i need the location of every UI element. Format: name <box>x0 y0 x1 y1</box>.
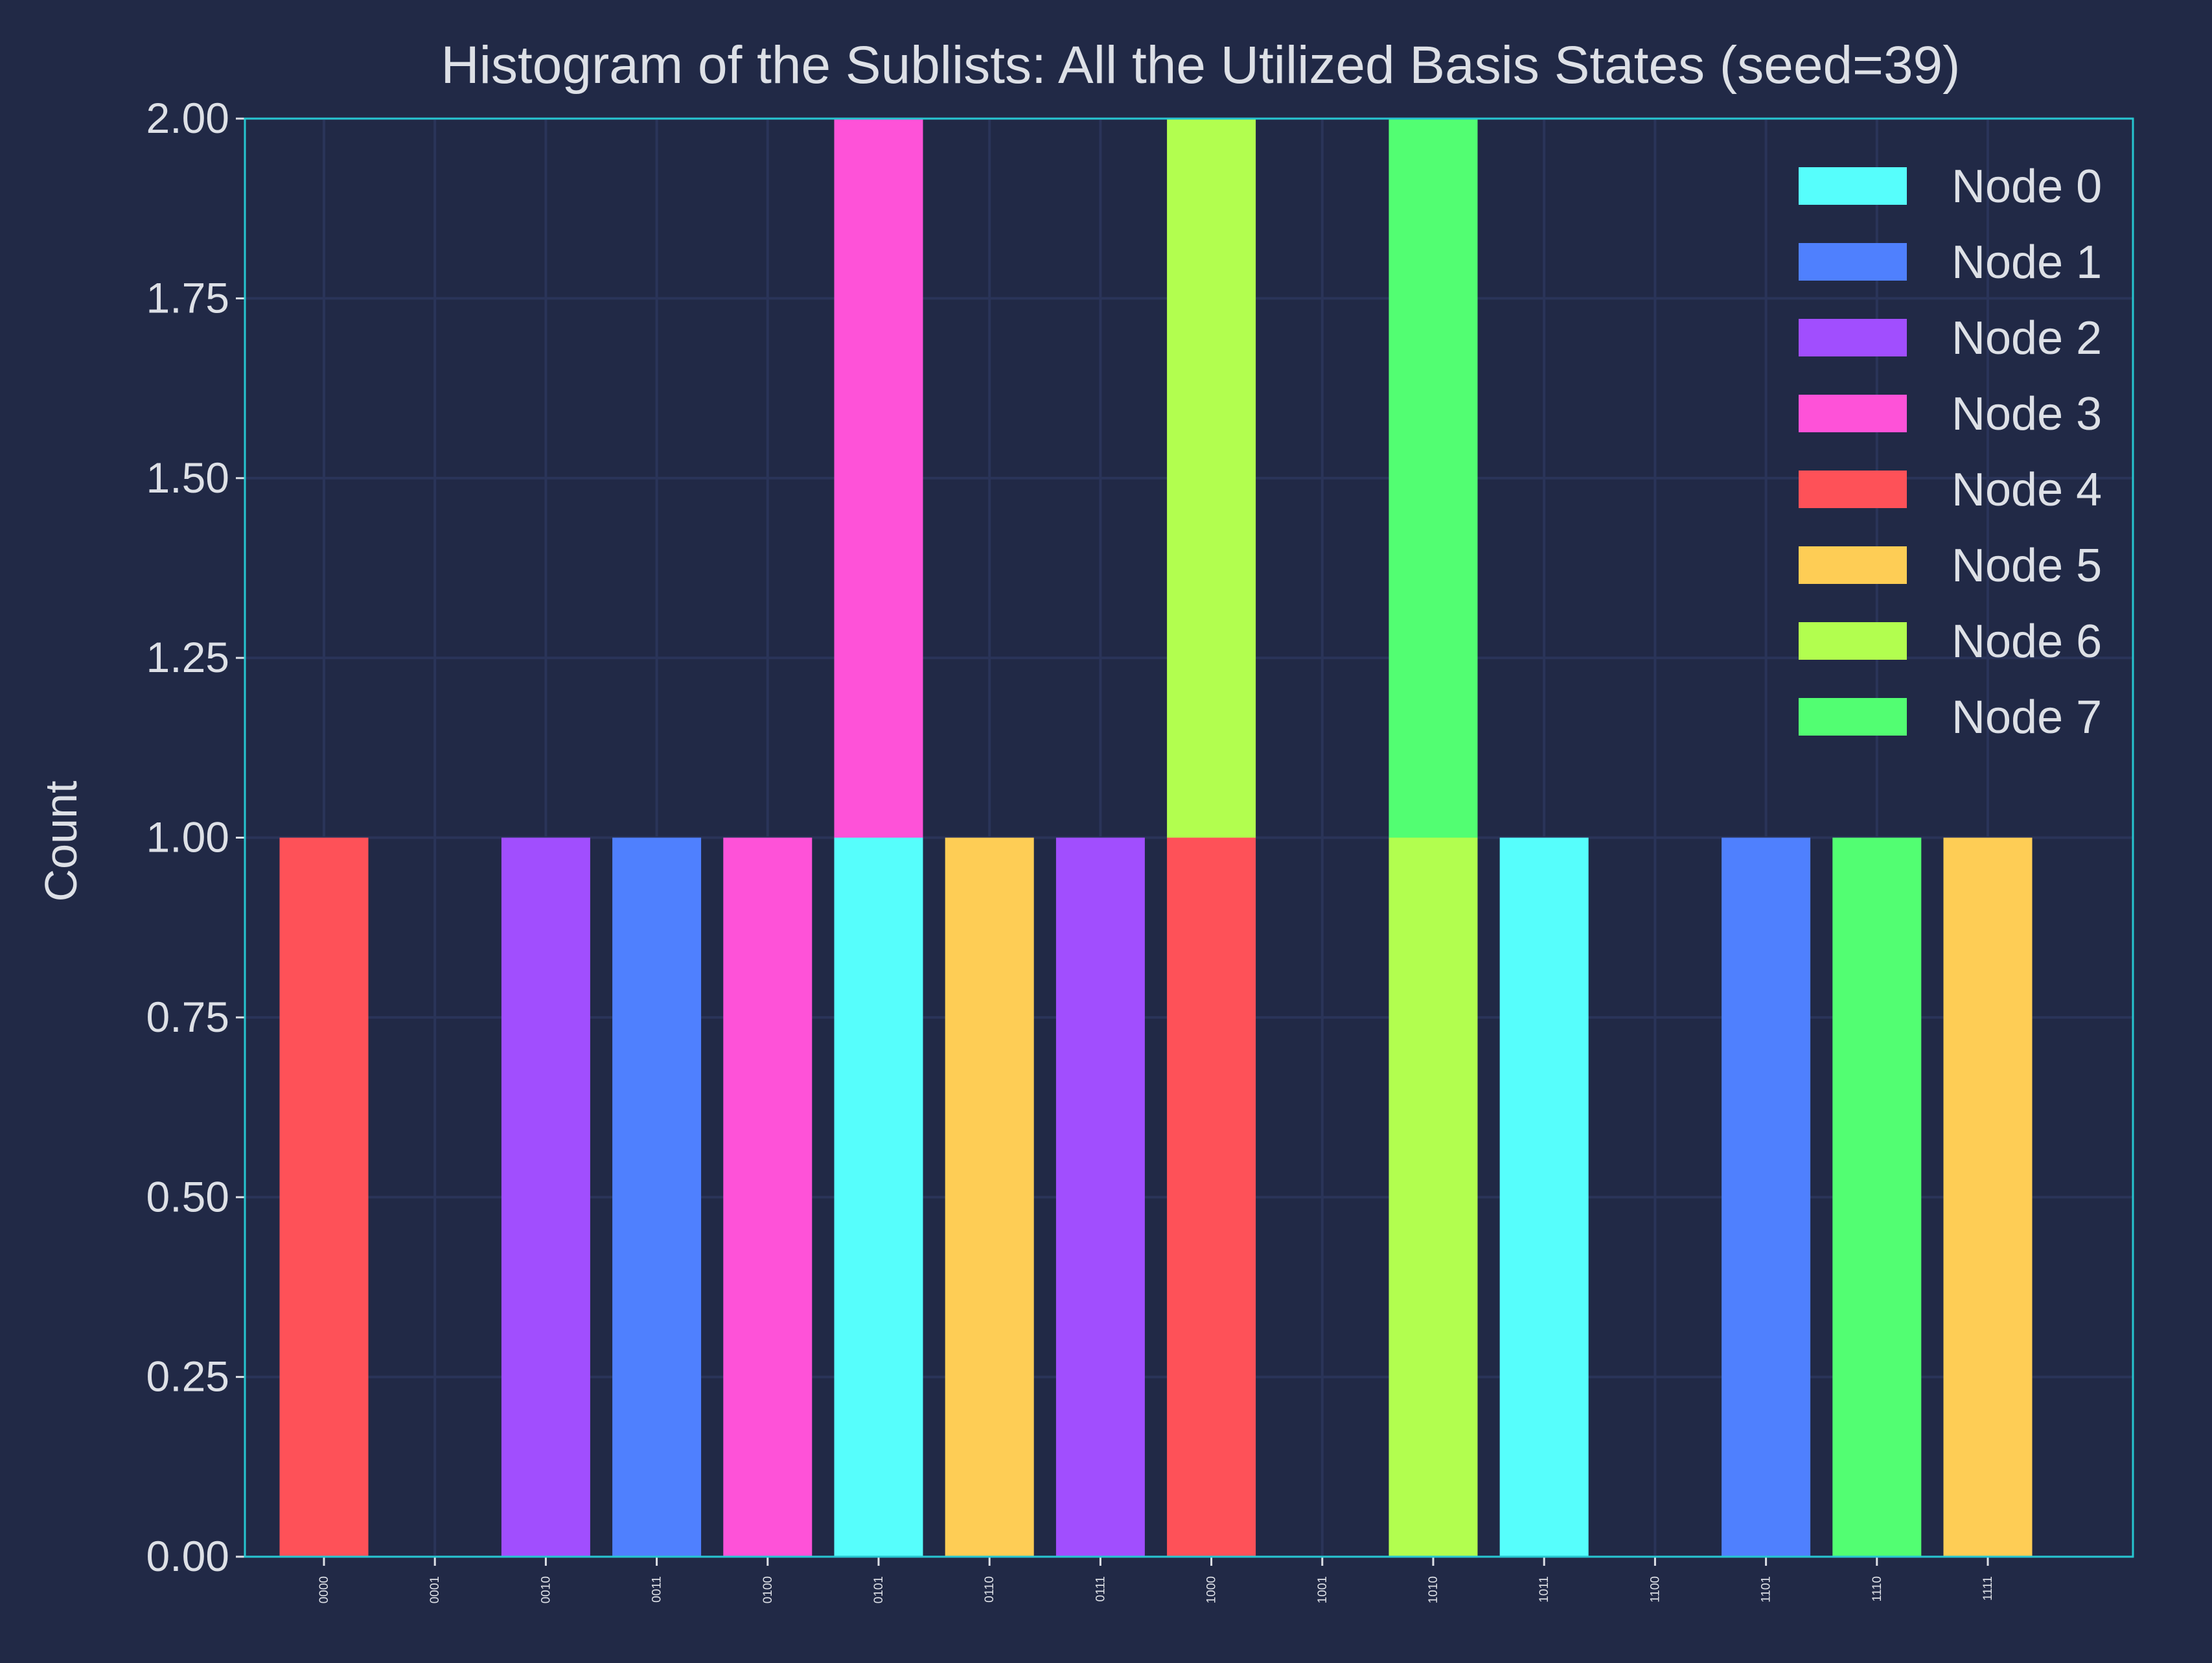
legend-label: Node 1 <box>1952 237 2102 288</box>
x-tick-label: 1101 <box>1760 1576 1773 1603</box>
plot-frame <box>244 117 2134 1558</box>
bar-node-3-0101 <box>834 119 923 838</box>
legend-swatch <box>1799 698 1907 736</box>
legend-label: Node 2 <box>1952 312 2102 364</box>
legend-swatch <box>1799 622 1907 660</box>
bar-node-7-1010 <box>1388 119 1478 838</box>
y-axis-label: Count <box>36 781 86 902</box>
x-tick-label: 0000 <box>317 1576 331 1603</box>
legend-swatch <box>1799 167 1907 205</box>
x-tick-label: 1100 <box>1648 1576 1662 1603</box>
legend-swatch <box>1799 471 1907 508</box>
legend: Node 0 Node 1 Node 2 Node 3 Node 4 Node 5 Node… <box>1799 161 2102 743</box>
legend-label: Node 4 <box>1952 464 2102 516</box>
legend-label: Node 5 <box>1952 540 2102 592</box>
x-tick-label: 1001 <box>1316 1576 1330 1603</box>
y-tick-label: 1.75 <box>146 273 229 321</box>
x-tick-label: 0111 <box>1094 1576 1107 1601</box>
legend-label: Node 0 <box>1952 161 2102 213</box>
legend-label: Node 7 <box>1952 692 2102 743</box>
bar-node-0-1011 <box>1499 837 1589 1557</box>
x-axis-ticks: 0000 0001 0010 0011 0100 0101 0110 0111 1000 1001… <box>317 1557 1995 1603</box>
bar-node-4-0000 <box>279 837 369 1557</box>
bars <box>279 119 2033 1557</box>
x-tick-label: 1011 <box>1538 1576 1551 1603</box>
y-tick-label: 0.00 <box>146 1532 229 1580</box>
x-tick-label: 0010 <box>539 1576 553 1603</box>
y-tick-label: 0.50 <box>146 1172 229 1220</box>
x-tick-label: 1000 <box>1205 1576 1219 1603</box>
x-tick-label: 0101 <box>872 1576 886 1603</box>
legend-swatch <box>1799 319 1907 356</box>
y-tick-label: 1.25 <box>146 633 229 681</box>
legend-swatch <box>1799 546 1907 584</box>
x-tick-label: 0110 <box>983 1576 997 1603</box>
y-tick-label: 1.50 <box>146 454 229 502</box>
y-tick-label: 2.00 <box>146 94 229 142</box>
legend-label: Node 3 <box>1952 388 2102 440</box>
bar-node-2-0111 <box>1055 837 1145 1557</box>
y-tick-label: 0.75 <box>146 993 229 1041</box>
bar-node-7-1110 <box>1832 837 1922 1557</box>
x-tick-label: 0100 <box>761 1576 775 1603</box>
x-tick-label: 0001 <box>428 1576 442 1603</box>
x-tick-label: 1010 <box>1427 1576 1440 1603</box>
bar-node-6-1000 <box>1167 119 1256 838</box>
bar-node-2-0010 <box>501 837 590 1557</box>
bar-node-3-0100 <box>723 837 812 1557</box>
legend-label: Node 6 <box>1952 616 2102 668</box>
y-axis-ticks: 0.00 0.25 0.50 0.75 1.00 1.25 1.50 1.75 2.00 <box>146 94 245 1580</box>
x-tick-label: 0011 <box>651 1576 664 1603</box>
chart-title: Histogram of the Sublists: All the Utili… <box>441 36 1961 95</box>
bar-node-5-0110 <box>945 837 1034 1557</box>
legend-swatch <box>1799 243 1907 281</box>
bar-node-6-1010 <box>1388 837 1478 1557</box>
x-tick-label: 1111 <box>1981 1576 1995 1601</box>
y-tick-label: 0.25 <box>146 1353 229 1401</box>
bar-node-0-0101 <box>834 837 923 1557</box>
x-tick-label: 1110 <box>1871 1576 1884 1601</box>
bar-node-4-1000 <box>1167 837 1256 1557</box>
y-tick-label: 1.00 <box>146 813 229 861</box>
legend-swatch <box>1799 395 1907 432</box>
bar-node-1-0011 <box>612 837 702 1557</box>
bar-node-1-1101 <box>1722 837 1811 1557</box>
bar-node-5-1111 <box>1943 837 2033 1557</box>
